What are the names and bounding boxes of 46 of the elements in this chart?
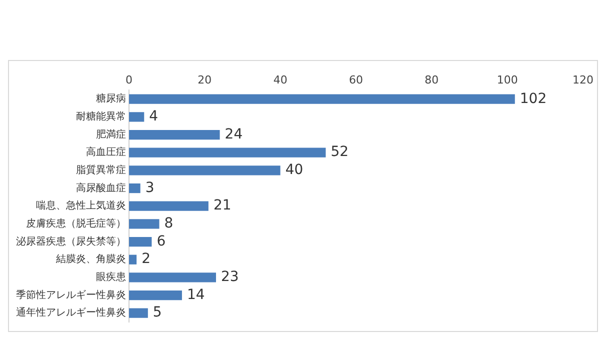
data-label: 14	[186, 286, 205, 303]
data-label: 2	[142, 251, 150, 268]
data-label: 40	[285, 162, 304, 178]
bar	[129, 166, 280, 176]
y-tick-label: 結膜炎、角膜炎	[55, 253, 126, 266]
x-tick-label: 20	[198, 73, 212, 86]
bar	[129, 308, 148, 318]
y-tick-label: 脂質異常症	[76, 164, 126, 176]
x-tick-label: 0	[126, 73, 132, 86]
y-tick-label: 耐糖能異常	[76, 110, 126, 123]
y-tick-label: 眼疾患	[96, 271, 126, 284]
y-tick-label: 皮膚疾患（脱毛症等）	[26, 218, 126, 230]
data-label: 21	[213, 198, 232, 214]
y-tick-label: 糖尿病	[96, 92, 126, 105]
data-label: 5	[152, 304, 162, 321]
x-tick-label: 100	[496, 73, 518, 86]
y-tick-label: 季節性アレルギー性鼻炎	[16, 288, 126, 301]
x-tick-label: 120	[572, 73, 594, 86]
data-label: 8	[164, 216, 174, 232]
bar	[129, 148, 326, 158]
bar	[129, 183, 140, 194]
bar	[129, 201, 208, 211]
bar	[129, 219, 160, 229]
bar	[129, 272, 216, 282]
bar	[129, 130, 220, 140]
y-tick-label: 高血圧症	[86, 146, 126, 158]
bar	[129, 94, 515, 104]
y-tick-label: 泌尿器疾患（尿失禁等）	[16, 235, 126, 248]
data-label: 52	[330, 144, 349, 160]
x-tick-label: 40	[273, 73, 288, 86]
bar	[129, 236, 152, 247]
y-tick-label: 喘息、急性上気道炎	[36, 200, 126, 212]
y-tick-label: 肥満症	[96, 128, 126, 140]
data-label: 4	[149, 108, 158, 125]
data-label: 23	[221, 269, 239, 286]
bar	[129, 254, 137, 264]
y-tick-label: 通年性アレルギー性鼻炎	[16, 306, 126, 319]
x-tick-label: 80	[424, 73, 439, 86]
data-label: 24	[224, 126, 243, 142]
bar	[129, 290, 182, 300]
bar	[129, 112, 144, 122]
x-tick-label: 60	[349, 73, 363, 86]
y-tick-label: 高尿酸血症	[76, 182, 126, 194]
data-label: 102	[520, 90, 547, 107]
data-label: 6	[156, 233, 166, 250]
data-label: 3	[145, 180, 154, 196]
